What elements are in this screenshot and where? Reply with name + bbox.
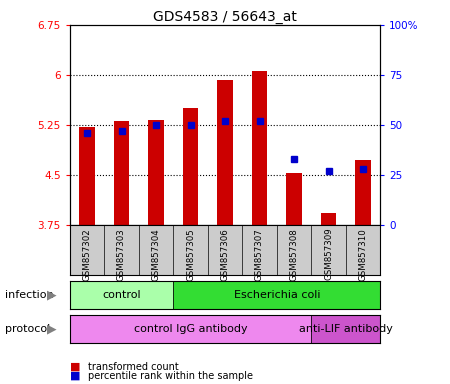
Bar (114, 121, 129, 225)
Text: control: control (102, 290, 141, 300)
Text: GSM857303: GSM857303 (117, 228, 126, 281)
Text: GSM857306: GSM857306 (220, 228, 230, 281)
Text: GSM857310: GSM857310 (359, 228, 368, 281)
Text: GSM857309: GSM857309 (324, 228, 333, 280)
Bar (148, 120, 164, 225)
Text: Escherichia coli: Escherichia coli (234, 290, 320, 300)
Bar (252, 71, 267, 225)
Bar (286, 174, 302, 225)
Text: GSM857307: GSM857307 (255, 228, 264, 281)
Text: GSM857302: GSM857302 (82, 228, 91, 281)
Text: percentile rank within the sample: percentile rank within the sample (88, 371, 253, 381)
Bar (183, 108, 198, 225)
Bar (217, 80, 233, 225)
Text: transformed count: transformed count (88, 362, 179, 372)
Bar (79, 127, 95, 225)
Text: infection: infection (4, 290, 53, 300)
Text: ▶: ▶ (47, 322, 57, 335)
Text: GSM857305: GSM857305 (186, 228, 195, 281)
Bar (70, 281, 173, 309)
Bar (321, 214, 336, 225)
Text: ▶: ▶ (47, 289, 57, 302)
Text: GSM857308: GSM857308 (289, 228, 298, 281)
Text: protocol: protocol (4, 324, 50, 334)
Text: ■: ■ (70, 362, 80, 372)
Text: ■: ■ (70, 371, 80, 381)
Bar (311, 315, 380, 343)
Title: GDS4583 / 56643_at: GDS4583 / 56643_at (153, 10, 297, 24)
Bar (355, 160, 371, 225)
Text: anti-LIF antibody: anti-LIF antibody (299, 324, 393, 334)
Text: control IgG antibody: control IgG antibody (134, 324, 248, 334)
Bar (173, 281, 380, 309)
Text: GSM857304: GSM857304 (152, 228, 161, 281)
Bar (70, 315, 311, 343)
